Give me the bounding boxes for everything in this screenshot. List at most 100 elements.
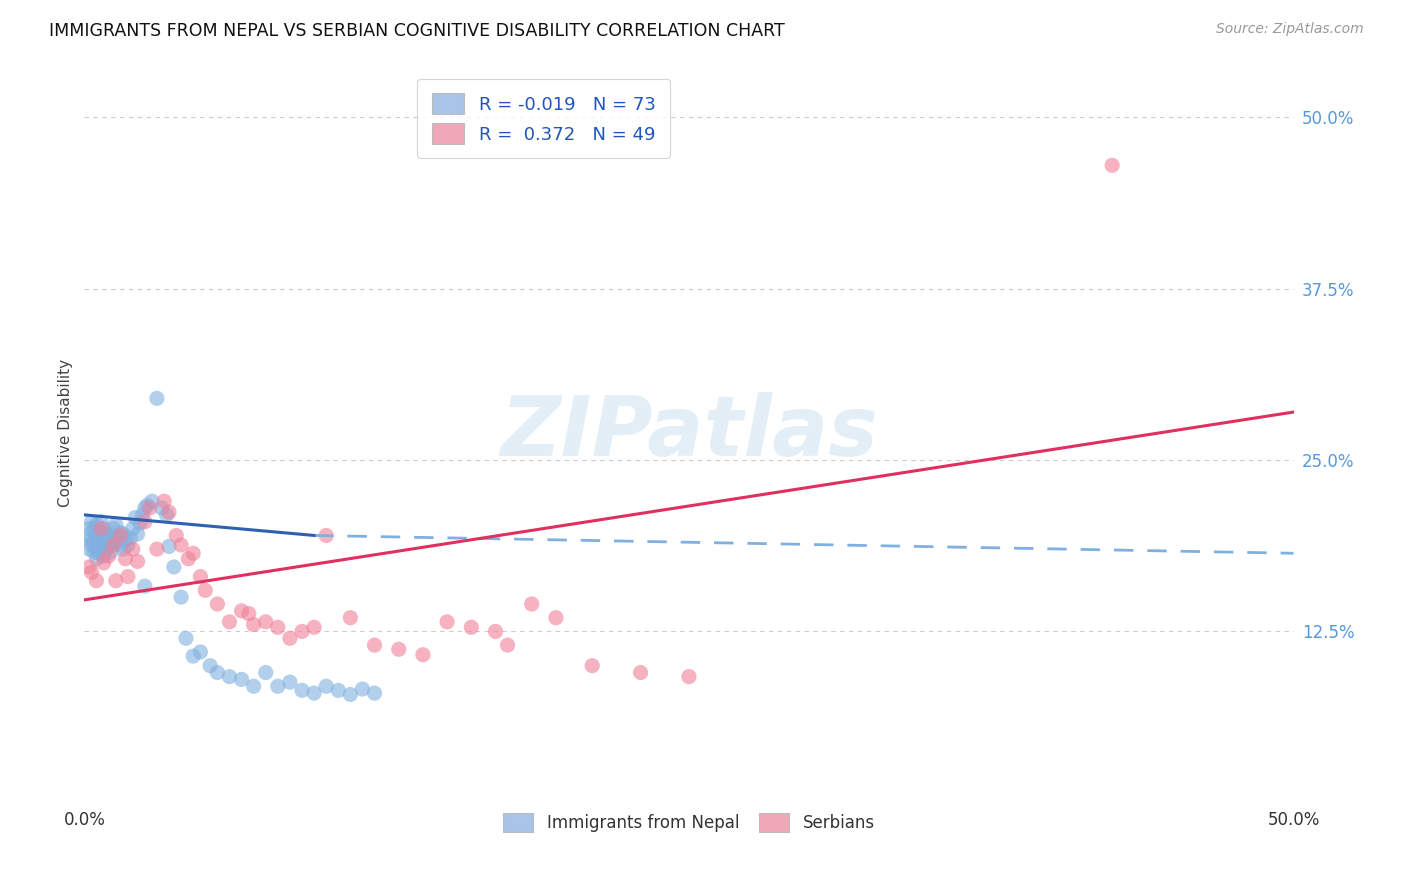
Point [100, 545, 122, 559]
Point [496, 638, 519, 652]
Point [107, 528, 129, 542]
Point [117, 569, 139, 583]
Point [198, 658, 221, 673]
Point [194, 583, 217, 598]
Point [278, 632, 301, 646]
Point [110, 525, 132, 540]
Point [80, 538, 103, 552]
Point [174, 632, 197, 646]
Point [83, 535, 105, 549]
Point [83, 545, 105, 559]
Point [104, 533, 127, 548]
Point [339, 610, 361, 624]
Text: ZIPatlas: ZIPatlas [501, 392, 877, 473]
Point [520, 597, 543, 611]
Point [112, 527, 135, 541]
Point [163, 560, 186, 574]
Point [328, 683, 350, 698]
Point [83, 522, 105, 536]
Point [94, 542, 117, 557]
Point [207, 597, 229, 611]
Point [114, 533, 136, 547]
Point [90, 515, 112, 529]
Point [93, 522, 115, 536]
Point [231, 673, 253, 687]
Point [278, 675, 301, 690]
Point [77, 542, 100, 557]
Point [1101, 158, 1123, 172]
Point [103, 536, 125, 550]
Point [254, 665, 277, 680]
Point [127, 554, 149, 568]
Point [87, 535, 110, 549]
Point [242, 617, 264, 632]
Point [146, 542, 169, 557]
Point [218, 670, 240, 684]
Point [86, 517, 108, 532]
Point [544, 610, 567, 624]
Point [460, 620, 482, 634]
Point [100, 531, 122, 545]
Point [678, 670, 700, 684]
Point [436, 615, 458, 629]
Point [117, 538, 139, 552]
Point [103, 538, 125, 552]
Point [86, 528, 108, 542]
Point [90, 541, 112, 555]
Point [153, 494, 176, 508]
Point [238, 607, 260, 621]
Point [165, 528, 187, 542]
Point [388, 642, 411, 657]
Point [339, 688, 361, 702]
Point [352, 681, 374, 696]
Point [630, 665, 652, 680]
Point [581, 658, 603, 673]
Point [291, 624, 314, 639]
Point [110, 538, 132, 552]
Point [207, 665, 229, 680]
Point [104, 517, 127, 532]
Point [104, 574, 127, 588]
Point [136, 498, 159, 512]
Point [134, 501, 156, 516]
Point [86, 551, 108, 566]
Point [363, 686, 385, 700]
Point [170, 538, 193, 552]
Point [315, 679, 337, 693]
Point [134, 515, 156, 529]
Point [412, 648, 434, 662]
Point [190, 569, 212, 583]
Point [129, 516, 152, 530]
Point [93, 556, 115, 570]
Point [124, 510, 146, 524]
Point [190, 645, 212, 659]
Legend: Immigrants from Nepal, Serbians: Immigrants from Nepal, Serbians [496, 806, 882, 838]
Point [80, 533, 103, 547]
Text: Source: ZipAtlas.com: Source: ZipAtlas.com [1216, 22, 1364, 37]
Point [157, 540, 180, 554]
Point [90, 522, 112, 536]
Point [134, 579, 156, 593]
Point [93, 549, 115, 563]
Point [254, 615, 277, 629]
Point [267, 620, 290, 634]
Point [86, 574, 108, 588]
Point [86, 542, 108, 557]
Point [120, 531, 142, 545]
Point [146, 392, 169, 406]
Point [231, 604, 253, 618]
Point [127, 527, 149, 541]
Y-axis label: Cognitive Disability: Cognitive Disability [58, 359, 73, 507]
Point [121, 542, 143, 557]
Point [93, 533, 115, 548]
Point [170, 590, 193, 604]
Point [90, 531, 112, 545]
Point [181, 546, 204, 560]
Point [87, 524, 110, 539]
Point [363, 638, 385, 652]
Point [94, 530, 117, 544]
Point [80, 515, 103, 529]
Point [131, 508, 153, 522]
Point [218, 615, 240, 629]
Point [87, 546, 110, 560]
